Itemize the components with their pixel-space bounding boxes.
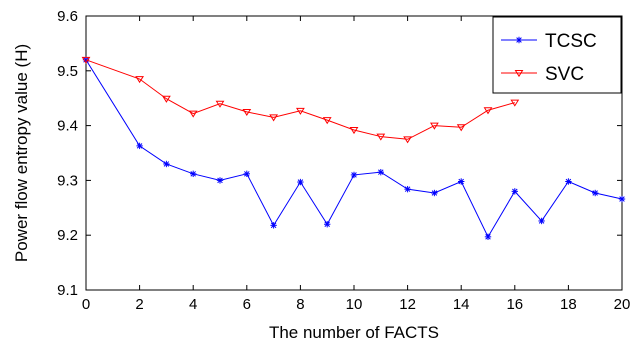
data-point xyxy=(514,70,524,78)
y-tick-label: 9.4 xyxy=(57,118,78,135)
data-point xyxy=(404,185,411,193)
legend-box xyxy=(492,16,622,94)
data-point xyxy=(215,100,225,108)
data-point xyxy=(243,170,250,178)
legend: TCSC SVC xyxy=(492,16,622,94)
data-point xyxy=(135,76,145,84)
data-point xyxy=(376,133,386,141)
x-tick-label: 12 xyxy=(399,296,416,313)
series-line xyxy=(85,59,515,140)
data-point xyxy=(349,127,359,135)
data-point xyxy=(377,168,384,176)
x-tick-label: 0 xyxy=(82,296,90,313)
data-point xyxy=(136,142,143,150)
x-axis-label: The number of FACTS xyxy=(269,323,439,342)
data-point xyxy=(456,124,466,132)
y-tick-label: 9.5 xyxy=(57,63,78,80)
data-point xyxy=(429,122,439,130)
data-point xyxy=(403,136,413,144)
data-point xyxy=(269,114,279,122)
series-line xyxy=(85,59,623,238)
data-point xyxy=(511,188,518,195)
legend-label: SVC xyxy=(545,64,584,85)
x-tick-label: 18 xyxy=(560,296,577,313)
data-point xyxy=(190,170,197,178)
data-point xyxy=(483,107,493,115)
y-tick-label: 9.2 xyxy=(57,227,78,244)
data-point xyxy=(242,108,252,116)
data-point xyxy=(270,222,277,229)
data-point xyxy=(163,160,170,168)
y-tick-label: 9.1 xyxy=(57,282,78,299)
data-point xyxy=(322,117,332,125)
data-point xyxy=(161,95,171,103)
data-point xyxy=(538,217,545,225)
data-point xyxy=(216,177,224,184)
data-point xyxy=(510,99,520,107)
data-point xyxy=(431,189,438,197)
data-point xyxy=(324,221,331,228)
data-point xyxy=(484,233,492,241)
x-tick-label: 14 xyxy=(453,296,470,313)
data-point xyxy=(618,195,626,203)
x-tick-label: 20 xyxy=(614,296,631,313)
x-tick-label: 10 xyxy=(346,296,363,313)
data-point xyxy=(592,189,599,197)
data-point xyxy=(515,36,523,44)
series-layer xyxy=(81,56,626,241)
x-tick-label: 6 xyxy=(243,296,251,313)
data-point xyxy=(295,107,305,115)
axes: 0 2 4 6 8 10 12 14 16 18 20 9.1 9.2 9.3 9.4 9.5 9.6 xyxy=(57,8,630,313)
y-axis-label: Power flow entropy value (H) xyxy=(12,44,31,262)
x-tick-label: 16 xyxy=(506,296,523,313)
data-point xyxy=(297,178,304,186)
x-tick-label: 2 xyxy=(135,296,143,313)
y-tick-label: 9.6 xyxy=(57,8,78,25)
y-tick-label: 9.3 xyxy=(57,172,78,189)
data-point xyxy=(350,171,358,179)
data-point xyxy=(458,178,465,185)
series-tcsc xyxy=(82,56,626,241)
legend-label: TCSC xyxy=(545,31,597,52)
x-tick-label: 8 xyxy=(296,296,304,313)
data-point xyxy=(81,56,91,64)
series-svc xyxy=(81,56,520,144)
data-point xyxy=(565,178,572,185)
x-tick-label: 4 xyxy=(189,296,197,313)
data-point xyxy=(188,110,198,118)
